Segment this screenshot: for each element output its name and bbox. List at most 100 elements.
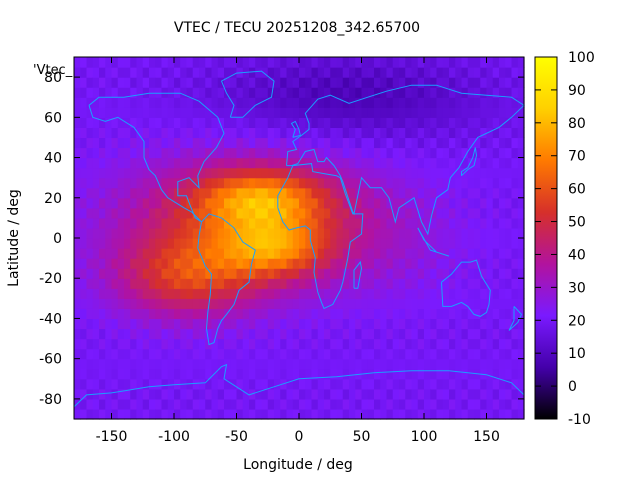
heat-cell: [267, 127, 275, 139]
heat-cell: [124, 288, 131, 299]
heat-cell: [386, 77, 394, 88]
heat-cell: [199, 147, 206, 159]
heat-cell: [105, 318, 113, 330]
heat-cell: [74, 368, 81, 380]
heat-cell: [392, 67, 400, 78]
heat-cell: [417, 308, 425, 320]
heat-cell: [374, 147, 381, 159]
heat-cell: [261, 227, 269, 239]
heat-cell: [474, 378, 481, 390]
heat-cell: [292, 258, 300, 269]
heat-cell: [242, 318, 250, 330]
heat-cell: [442, 398, 450, 410]
heat-cell: [136, 328, 144, 340]
heat-cell: [336, 368, 344, 380]
heat-cell: [149, 328, 156, 340]
heat-cell: [230, 187, 238, 199]
heat-cell: [242, 197, 250, 209]
heat-cell: [349, 338, 356, 350]
heat-cell: [424, 248, 431, 259]
heat-cell: [255, 268, 263, 279]
heat-cell: [249, 107, 256, 118]
heat-cell: [217, 97, 225, 108]
heat-cell: [205, 278, 213, 289]
heat-cell: [280, 147, 288, 159]
heat-cell: [249, 378, 256, 390]
heat-cell: [80, 127, 88, 139]
heat-cell: [130, 368, 138, 380]
heat-cell: [86, 258, 94, 269]
heat-cell: [286, 187, 294, 199]
heat-cell: [511, 107, 519, 118]
heat-cell: [342, 77, 350, 88]
heat-cell: [330, 97, 338, 108]
heat-cell: [205, 137, 213, 149]
heat-cell: [167, 298, 175, 309]
heat-cell: [461, 298, 469, 309]
heat-cell: [411, 147, 419, 159]
heat-cell: [424, 328, 431, 340]
heat-cell: [174, 268, 181, 279]
heat-cell: [299, 248, 306, 259]
heat-cell: [361, 217, 369, 229]
heat-cell: [492, 157, 500, 169]
heat-cell: [286, 338, 294, 350]
heat-cell: [280, 348, 288, 360]
heat-cell: [380, 117, 388, 128]
heat-cell: [436, 388, 444, 400]
heat-cell: [511, 408, 519, 420]
heat-cell: [267, 157, 275, 169]
heat-cell: [449, 348, 456, 360]
heat-cell: [455, 177, 463, 189]
heat-cell: [305, 127, 313, 139]
heat-cell: [99, 388, 106, 400]
heat-cell: [492, 388, 500, 400]
heat-cell: [217, 258, 225, 269]
heat-cell: [117, 348, 125, 360]
heat-cell: [99, 348, 106, 360]
heat-cell: [461, 378, 469, 390]
heat-cell: [311, 207, 319, 219]
heat-cell: [230, 97, 238, 108]
heat-cell: [442, 167, 450, 179]
heat-cell: [417, 398, 425, 410]
heat-cell: [324, 308, 331, 320]
heat-cell: [386, 278, 394, 289]
heat-cell: [167, 318, 175, 330]
heat-cell: [99, 67, 106, 78]
heat-cell: [374, 378, 381, 390]
heat-cell: [486, 338, 494, 350]
heat-cell: [386, 107, 394, 118]
heat-cell: [117, 368, 125, 380]
heat-cell: [411, 87, 419, 98]
heat-cell: [211, 117, 219, 128]
heat-cell: [124, 187, 131, 199]
heat-cell: [405, 97, 413, 108]
heat-cell: [236, 107, 244, 118]
heat-cell: [436, 308, 444, 320]
heat-cell: [380, 348, 388, 360]
heat-cell: [136, 57, 144, 68]
heat-cell: [330, 197, 338, 209]
heat-cell: [505, 157, 513, 169]
heat-cell: [367, 97, 375, 108]
heat-cell: [124, 177, 131, 189]
heat-cell: [186, 238, 194, 249]
heat-cell: [324, 157, 331, 169]
heat-cell: [499, 258, 506, 269]
heat-cell: [349, 348, 356, 360]
heat-cell: [392, 57, 400, 68]
heat-cell: [480, 187, 488, 199]
heat-cell: [205, 177, 213, 189]
heat-cell: [442, 67, 450, 78]
heat-cell: [499, 318, 506, 330]
heat-cell: [474, 358, 481, 370]
heat-cell: [92, 137, 100, 149]
heat-cell: [86, 308, 94, 320]
heat-cell: [136, 97, 144, 108]
heat-cell: [299, 318, 306, 330]
heat-cell: [330, 238, 338, 249]
heat-cell: [167, 57, 175, 68]
heat-cell: [174, 107, 181, 118]
heat-cell: [380, 187, 388, 199]
